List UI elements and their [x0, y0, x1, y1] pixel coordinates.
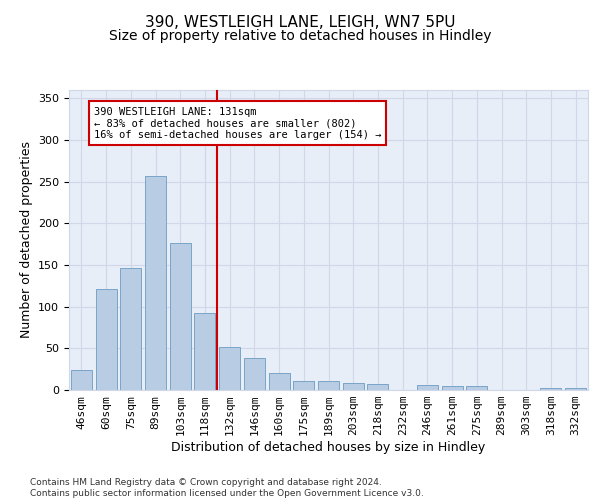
- Bar: [194, 312, 215, 390]
- Bar: [95, 289, 116, 390]
- Y-axis label: Number of detached properties: Number of detached properties: [20, 142, 32, 338]
- Bar: [466, 386, 487, 390]
- Text: Contains HM Land Registry data © Crown copyright and database right 2024.
Contai: Contains HM Land Registry data © Crown c…: [30, 478, 424, 498]
- Bar: [417, 385, 438, 390]
- Text: 390 WESTLEIGH LANE: 131sqm
← 83% of detached houses are smaller (802)
16% of sem: 390 WESTLEIGH LANE: 131sqm ← 83% of deta…: [94, 106, 381, 140]
- Text: Size of property relative to detached houses in Hindley: Size of property relative to detached ho…: [109, 29, 491, 43]
- Bar: [565, 388, 586, 390]
- Bar: [367, 384, 388, 390]
- Bar: [170, 244, 191, 390]
- Bar: [219, 346, 240, 390]
- Bar: [71, 370, 92, 390]
- Bar: [343, 384, 364, 390]
- Bar: [318, 381, 339, 390]
- X-axis label: Distribution of detached houses by size in Hindley: Distribution of detached houses by size …: [172, 441, 485, 454]
- Bar: [145, 176, 166, 390]
- Bar: [293, 381, 314, 390]
- Bar: [120, 268, 141, 390]
- Bar: [269, 374, 290, 390]
- Bar: [442, 386, 463, 390]
- Bar: [244, 358, 265, 390]
- Text: 390, WESTLEIGH LANE, LEIGH, WN7 5PU: 390, WESTLEIGH LANE, LEIGH, WN7 5PU: [145, 15, 455, 30]
- Bar: [541, 388, 562, 390]
